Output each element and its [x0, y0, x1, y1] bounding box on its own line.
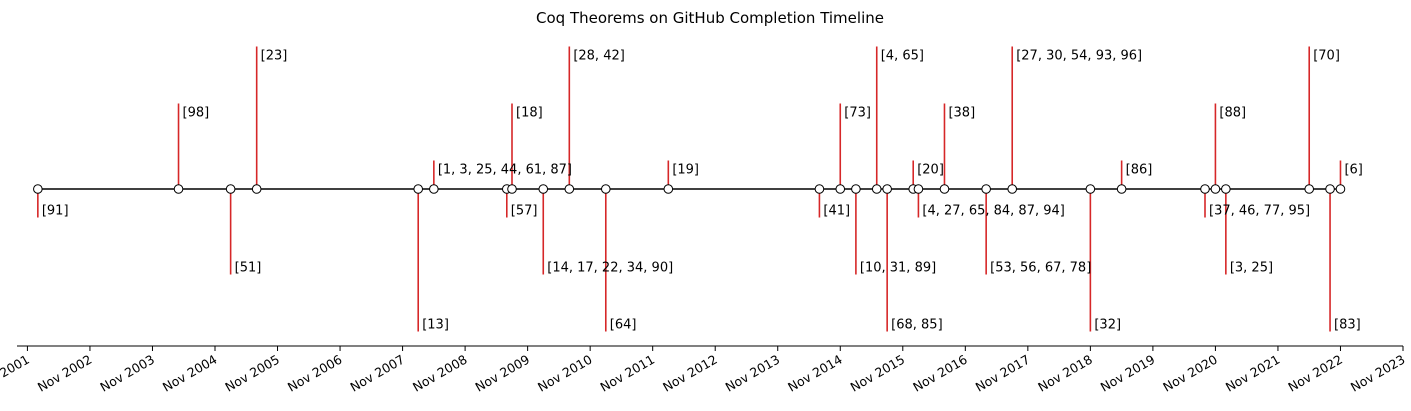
event-label: [83] — [1334, 318, 1361, 333]
event-label: [88] — [1219, 106, 1246, 121]
x-tick-label: Nov 2009 — [473, 352, 533, 395]
event-marker — [851, 184, 861, 194]
labels-layer: [91] [98] [51] [23] [13] [1, 3, 25, 44, 61, 8… — [42, 49, 1363, 333]
event-label: [19] — [672, 163, 699, 178]
x-tick-label: Nov 2010 — [535, 352, 595, 395]
event-label: [14, 17, 22, 34, 90] — [547, 261, 673, 276]
x-tick-label: Nov 2001 — [0, 352, 32, 395]
event-marker — [564, 184, 575, 194]
event-marker — [871, 184, 882, 194]
x-tick-label: Nov 2019 — [1098, 352, 1158, 395]
event-label: [41] — [823, 204, 850, 219]
x-tick-label: Nov 2013 — [723, 352, 783, 395]
x-tick-label: Nov 2005 — [222, 352, 282, 395]
event-marker — [663, 184, 674, 194]
event-marker — [429, 184, 439, 194]
x-tick-label: Nov 2002 — [35, 352, 95, 395]
event-marker — [1116, 184, 1127, 194]
x-tick-label: Nov 2016 — [910, 352, 970, 395]
event-marker — [1210, 184, 1221, 194]
x-tick-label: Nov 2006 — [285, 352, 345, 395]
event-marker — [507, 184, 517, 194]
x-tick-label: Nov 2011 — [598, 352, 658, 395]
event-label: [4, 65] — [881, 49, 924, 64]
x-tick-label: Nov 2022 — [1285, 352, 1345, 395]
event-label: [98] — [183, 106, 210, 121]
event-marker — [1007, 184, 1018, 194]
x-tick-label: Nov 2018 — [1035, 352, 1095, 395]
event-marker — [33, 184, 43, 194]
event-marker — [882, 184, 892, 194]
event-label: [10, 31, 89] — [860, 261, 936, 276]
event-marker — [1325, 184, 1335, 194]
event-marker — [1335, 184, 1346, 194]
x-tick-label: Nov 2021 — [1223, 352, 1283, 395]
chart-title: Coq Theorems on GitHub Completion Timeli… — [536, 9, 884, 27]
x-tick-label: Nov 2015 — [848, 352, 908, 395]
event-label: [51] — [235, 261, 262, 276]
event-label: [64] — [610, 318, 637, 333]
x-tick-label: Nov 2014 — [785, 352, 845, 395]
event-marker — [173, 184, 184, 194]
event-label: [1, 3, 25, 44, 61, 87] — [438, 163, 572, 178]
event-marker — [600, 184, 611, 194]
x-tick-label: Nov 2008 — [410, 352, 470, 395]
event-marker — [939, 184, 950, 194]
x-tick-label: Nov 2012 — [660, 352, 720, 395]
event-marker — [1085, 184, 1096, 194]
event-label: [27, 30, 54, 93, 96] — [1016, 49, 1142, 64]
event-label: [53, 56, 67, 78] — [990, 261, 1091, 276]
event-label: [6] — [1344, 163, 1362, 178]
event-marker — [538, 184, 549, 194]
event-marker — [913, 184, 924, 194]
event-marker — [1304, 184, 1315, 194]
event-label: [86] — [1126, 163, 1153, 178]
event-label: [38] — [948, 106, 975, 121]
event-marker — [1221, 184, 1231, 194]
markers-layer — [33, 184, 1346, 194]
event-marker — [981, 184, 991, 194]
event-label: [91] — [42, 204, 69, 219]
event-marker — [413, 184, 424, 194]
event-marker — [251, 184, 262, 194]
event-label: [73] — [844, 106, 871, 121]
event-marker — [1200, 184, 1210, 194]
event-marker — [814, 184, 825, 194]
event-marker — [835, 184, 846, 194]
event-label: [70] — [1313, 49, 1340, 64]
event-label: [20] — [917, 163, 944, 178]
event-marker — [225, 184, 236, 194]
x-tick-label: Nov 2020 — [1160, 352, 1220, 395]
x-tick-label: Nov 2023 — [1348, 352, 1408, 395]
event-label: [28, 42] — [573, 49, 625, 64]
x-tick-label: Nov 2003 — [97, 352, 157, 395]
event-label: [37, 46, 77, 95] — [1209, 204, 1310, 219]
event-label: [23] — [261, 49, 288, 64]
event-label: [32] — [1094, 318, 1121, 333]
event-label: [13] — [422, 318, 449, 333]
event-label: [57] — [511, 204, 538, 219]
event-label: [18] — [516, 106, 543, 121]
x-tick-label: Nov 2007 — [347, 352, 407, 395]
event-label: [4, 27, 65, 84, 87, 94] — [922, 204, 1064, 219]
x-tick-label: Nov 2004 — [160, 352, 220, 395]
event-label: [3, 25] — [1230, 261, 1273, 276]
x-tick-label: Nov 2017 — [973, 352, 1033, 395]
event-label: [68, 85] — [891, 318, 943, 333]
